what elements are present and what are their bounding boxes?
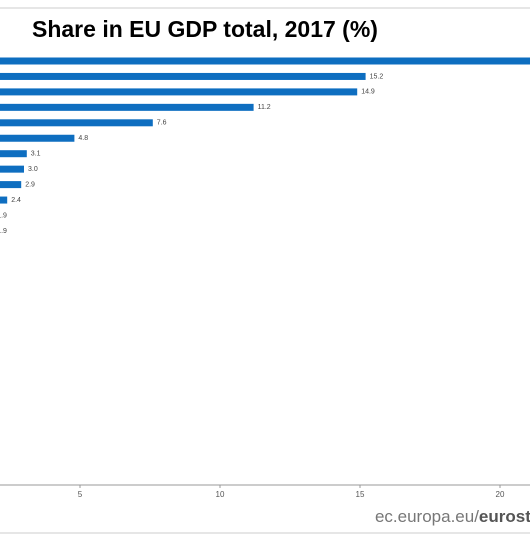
bar	[0, 72, 366, 80]
bar	[0, 150, 27, 158]
bar	[0, 181, 22, 189]
bar	[0, 134, 75, 142]
value-label: 2.9	[25, 181, 35, 188]
x-tick-label: 20	[496, 490, 505, 499]
source: ec.europa.eu/eurostat	[375, 507, 530, 526]
value-label: 3.0	[28, 166, 38, 173]
x-tick-label: 5	[78, 490, 83, 499]
value-label: 3.1	[31, 151, 41, 158]
value-label: 14.9	[361, 89, 375, 96]
value-label: 4.8	[78, 135, 88, 142]
value-label: 1.9	[0, 228, 7, 235]
value-label: 11.2	[258, 104, 271, 111]
bar	[0, 196, 8, 204]
x-tick-label: 10	[216, 490, 225, 499]
bar	[0, 57, 530, 65]
value-label: 7.6	[157, 120, 167, 127]
chart-title: Share in EU GDP total, 2017 (%)	[32, 16, 378, 42]
x-tick-label: 15	[356, 490, 365, 499]
source-site: ec.europa.eu/	[375, 507, 479, 526]
bar	[0, 165, 24, 173]
bar	[0, 88, 358, 96]
value-label: 2.4	[11, 197, 21, 204]
source-brand: eurostat	[479, 507, 530, 526]
bar	[0, 119, 153, 127]
bar	[0, 103, 254, 111]
value-label: 1.9	[0, 212, 7, 219]
value-label: 15.2	[370, 73, 384, 80]
